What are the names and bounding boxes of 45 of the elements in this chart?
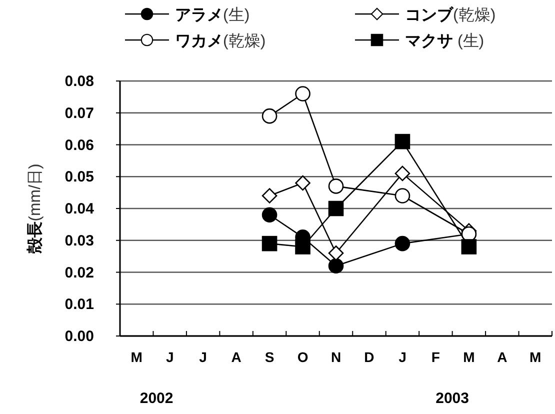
text: 2003 [436, 390, 469, 407]
legend-label: アラメ(生) [175, 6, 250, 24]
x-tick-label: J [398, 349, 406, 365]
y-tick-label: 0.04 [64, 200, 95, 218]
text: 2002 [140, 390, 174, 407]
point [328, 258, 344, 274]
x-tick-label: D [364, 349, 374, 365]
x-tick-label: J [166, 349, 174, 365]
point [328, 200, 344, 216]
point [328, 178, 344, 194]
point [328, 245, 344, 261]
y-axis-title: 殻長(mm/日) [26, 164, 44, 254]
x-tick-label: N [330, 349, 342, 365]
legend-label: ワカメ(乾燥) [175, 33, 266, 50]
point [262, 188, 278, 204]
y-tick-label: 0.07 [64, 104, 94, 122]
x-tick-label: S [264, 349, 274, 365]
point [295, 175, 310, 191]
point [262, 236, 278, 252]
point [262, 207, 278, 223]
legend-label: マクサ (生) [405, 32, 484, 50]
legend-label: コンブ(乾燥) [405, 6, 496, 24]
x-tick-label: M [463, 349, 475, 365]
point [295, 239, 310, 254]
point [262, 108, 278, 124]
x-tick-label: M [130, 349, 142, 365]
x-tick-label: A [231, 349, 242, 365]
y-tick-label: 0.01 [64, 296, 94, 314]
y-tick-label: 0.08 [64, 73, 94, 90]
x-tick-label: F [431, 349, 440, 365]
point [394, 166, 410, 182]
y-tick-label: 0.02 [64, 264, 94, 282]
point [295, 86, 310, 102]
point [394, 236, 410, 252]
point [394, 188, 410, 204]
point [394, 134, 410, 150]
x-tick-label: M [530, 349, 542, 365]
x-tick-label: A [497, 349, 508, 365]
point [461, 239, 477, 254]
x-tick-label: O [297, 349, 308, 365]
x-tick-label: J [199, 349, 207, 365]
y-tick-label: 0.06 [64, 136, 94, 154]
y-tick-label: 0.00 [64, 328, 94, 345]
y-tick-label: 0.03 [64, 232, 94, 250]
y-tick-label: 0.05 [64, 168, 94, 186]
